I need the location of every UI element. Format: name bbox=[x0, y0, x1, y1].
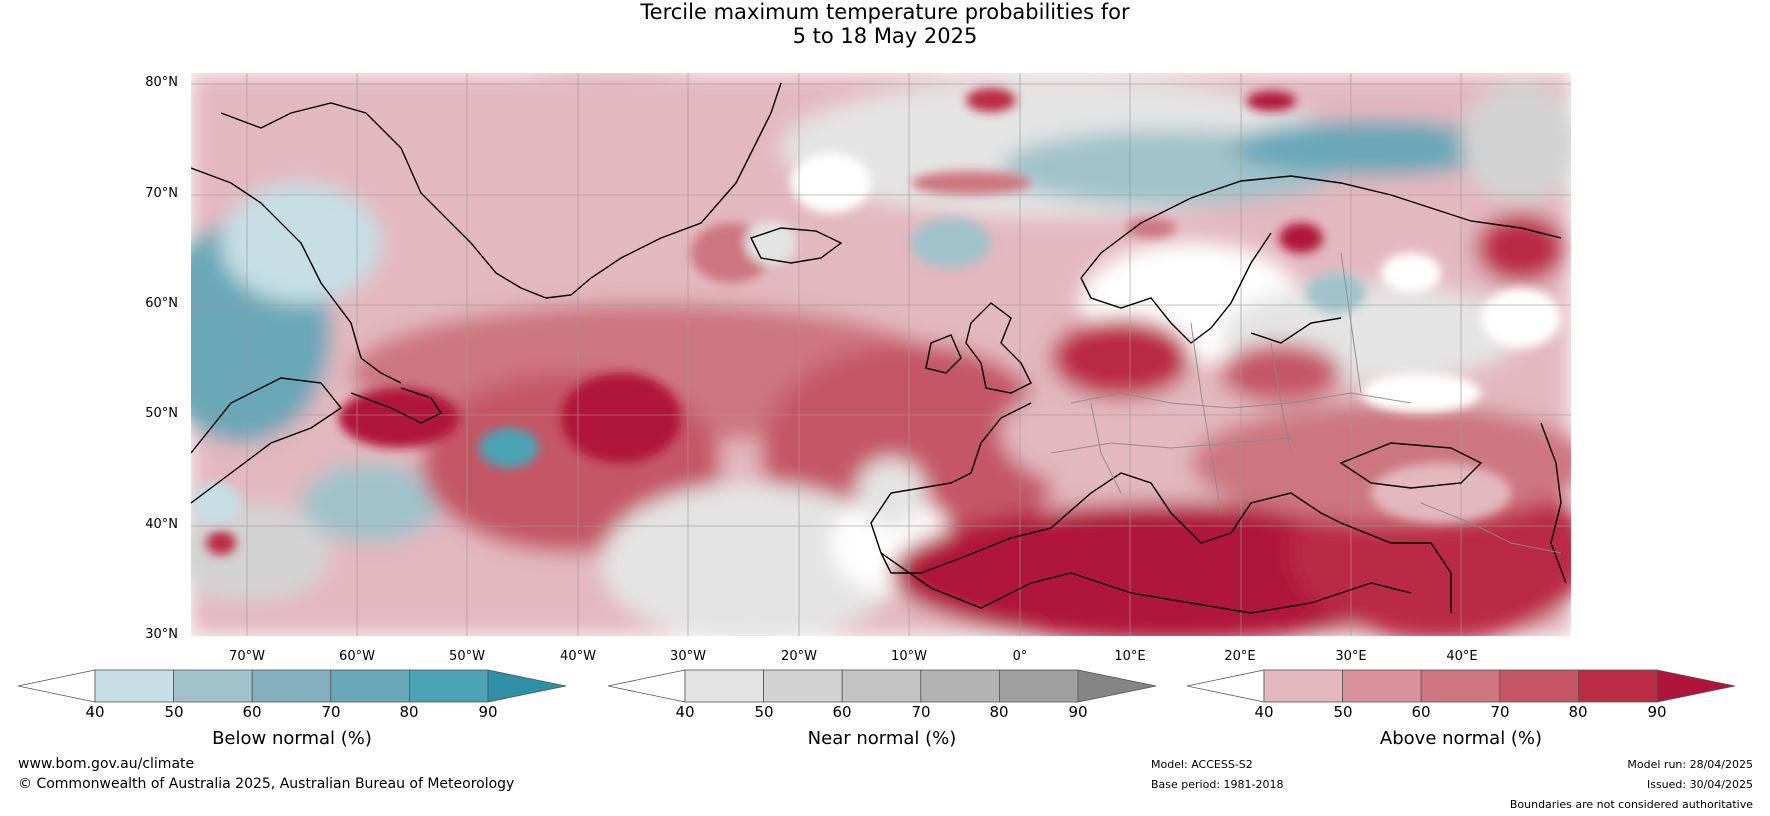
cbar-below-tick-70: 70 bbox=[321, 703, 341, 721]
cbar-above-swatch-2 bbox=[1342, 669, 1422, 703]
lat-label-80n: 80°N bbox=[145, 75, 178, 90]
probability-map bbox=[191, 73, 1571, 636]
lon-label-10e: 10°E bbox=[1114, 649, 1146, 664]
colorbar-below-svg bbox=[18, 669, 567, 703]
lon-label-20e: 20°E bbox=[1224, 649, 1256, 664]
cbar-below-tick-50: 50 bbox=[164, 703, 184, 721]
probability-detail-layer bbox=[191, 88, 1561, 555]
footer-copyright: © Commonwealth of Australia 2025, Austra… bbox=[18, 776, 515, 792]
graticule bbox=[191, 73, 1571, 636]
lon-label-70w: 70°W bbox=[229, 649, 265, 664]
lat-label-40n: 40°N bbox=[145, 517, 178, 532]
lat-label-50n: 50°N bbox=[145, 406, 178, 421]
map-title: Tercile maximum temperature probabilitie… bbox=[0, 0, 1770, 48]
lon-label-40e: 40°E bbox=[1446, 649, 1478, 664]
cbar-below-swatch-3 bbox=[251, 669, 332, 703]
country-borders bbox=[1050, 252, 1562, 554]
probability-fill-layer bbox=[191, 73, 1571, 636]
map-title-line2: 5 to 18 May 2025 bbox=[792, 24, 978, 48]
cbar-near-swatch-3 bbox=[841, 669, 922, 703]
cbar-above-swatch-6 bbox=[1656, 669, 1736, 703]
cbar-near-tick-80: 80 bbox=[989, 703, 1009, 721]
footer-issued: Issued: 30/04/2025 bbox=[1646, 778, 1753, 791]
cbar-below-tick-80: 80 bbox=[399, 703, 419, 721]
colorbar-near-svg bbox=[608, 669, 1157, 703]
cbar-near-tick-90: 90 bbox=[1068, 703, 1088, 721]
footer-disclaimer: Boundaries are not considered authoritat… bbox=[1509, 798, 1753, 811]
cbar-below-swatch-5 bbox=[408, 669, 489, 703]
cbar-near-title: Near normal (%) bbox=[807, 728, 957, 749]
cbar-above-swatch-3 bbox=[1420, 669, 1501, 703]
lon-label-40w: 40°W bbox=[560, 649, 596, 664]
cbar-above-swatch-5 bbox=[1577, 669, 1658, 703]
coastlines bbox=[191, 82, 1567, 614]
lat-label-30n: 30°N bbox=[145, 627, 178, 642]
cbar-near-swatch-6 bbox=[1077, 669, 1157, 703]
lat-label-70n: 70°N bbox=[145, 186, 178, 201]
footer-base-period: Base period: 1981-2018 bbox=[1151, 778, 1284, 791]
lon-label-60w: 60°W bbox=[339, 649, 375, 664]
lon-label-20w: 20°W bbox=[781, 649, 817, 664]
cbar-near-swatch-5 bbox=[998, 669, 1079, 703]
lon-label-0: 0° bbox=[1012, 649, 1028, 664]
cbar-above-title: Above normal (%) bbox=[1379, 728, 1543, 749]
footer-model-run: Model run: 28/04/2025 bbox=[1627, 758, 1753, 771]
cbar-above-tick-60: 60 bbox=[1411, 703, 1431, 721]
cbar-above-swatch-4 bbox=[1499, 669, 1579, 703]
cbar-near-tick-50: 50 bbox=[754, 703, 774, 721]
lon-label-30w: 30°W bbox=[670, 649, 706, 664]
footer-website: www.bom.gov.au/climate bbox=[18, 756, 195, 772]
lon-label-30e: 30°E bbox=[1335, 649, 1367, 664]
lat-label-60n: 60°N bbox=[145, 296, 178, 311]
cbar-below-swatch-0 bbox=[18, 669, 96, 703]
lon-label-50w: 50°W bbox=[449, 649, 485, 664]
cbar-below-title: Below normal (%) bbox=[212, 728, 372, 749]
cbar-below-swatch-4 bbox=[330, 669, 410, 703]
cbar-near-tick-60: 60 bbox=[832, 703, 852, 721]
cbar-below-tick-90: 90 bbox=[478, 703, 498, 721]
map-title-line1: Tercile maximum temperature probabilitie… bbox=[640, 0, 1130, 24]
cbar-near-tick-70: 70 bbox=[911, 703, 931, 721]
lon-label-10w: 10°W bbox=[891, 649, 927, 664]
colorbar-above-svg bbox=[1187, 669, 1736, 703]
cbar-below-swatch-2 bbox=[173, 669, 253, 703]
cbar-above-tick-80: 80 bbox=[1568, 703, 1588, 721]
cbar-below-swatch-6 bbox=[487, 669, 567, 703]
cbar-near-swatch-2 bbox=[763, 669, 843, 703]
map-svg bbox=[191, 73, 1571, 636]
footer-model: Model: ACCESS-S2 bbox=[1151, 758, 1253, 771]
cbar-above-tick-50: 50 bbox=[1333, 703, 1353, 721]
cbar-above-tick-70: 70 bbox=[1490, 703, 1510, 721]
cbar-above-tick-90: 90 bbox=[1647, 703, 1667, 721]
cbar-below-tick-60: 60 bbox=[242, 703, 262, 721]
cbar-above-swatch-0 bbox=[1187, 669, 1265, 703]
cbar-below-swatch-1 bbox=[94, 669, 174, 703]
cbar-near-swatch-1 bbox=[684, 669, 764, 703]
cbar-above-swatch-1 bbox=[1263, 669, 1343, 703]
cbar-near-swatch-0 bbox=[608, 669, 686, 703]
cbar-above-tick-40: 40 bbox=[1254, 703, 1274, 721]
cbar-below-tick-40: 40 bbox=[85, 703, 105, 721]
cbar-near-swatch-4 bbox=[920, 669, 1000, 703]
cbar-near-tick-40: 40 bbox=[675, 703, 695, 721]
